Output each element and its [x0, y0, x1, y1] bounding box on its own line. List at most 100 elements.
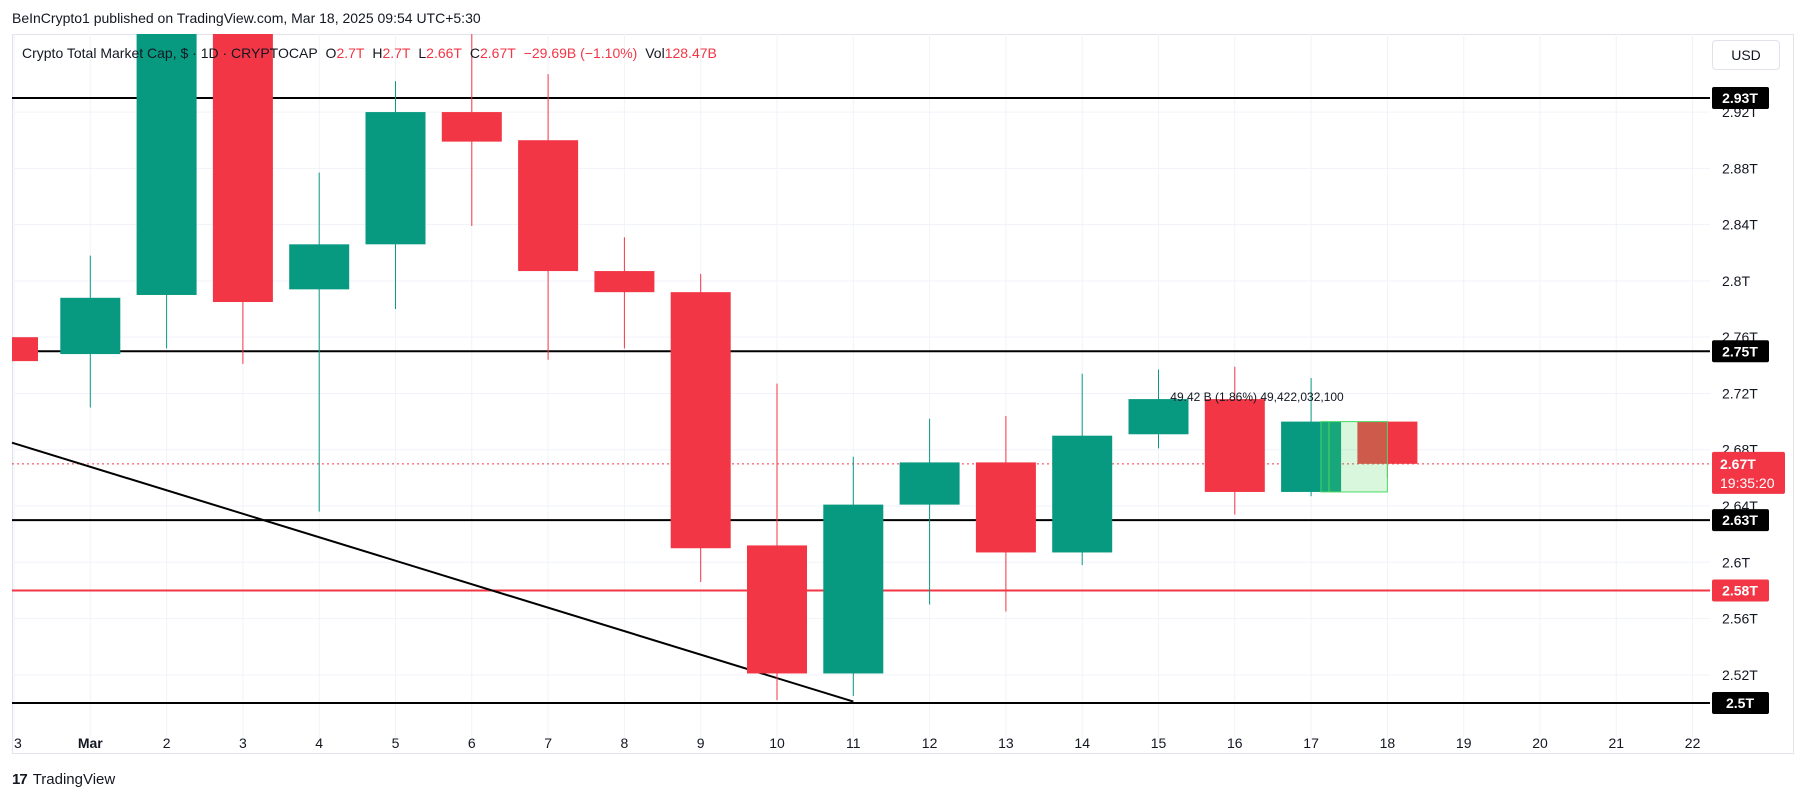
x-tick-label: 7: [544, 735, 552, 751]
close-value: 2.67T: [480, 45, 516, 61]
open-value: 2.7T: [336, 45, 365, 61]
candle[interactable]: [594, 237, 655, 349]
x-tick-label: 12: [922, 735, 938, 751]
candle[interactable]: [975, 415, 1036, 612]
candle-body: [12, 337, 38, 362]
x-tick-label: 19: [1456, 735, 1472, 751]
level-badge: 2.63T: [1712, 509, 1769, 532]
x-tick-label: 13: [998, 735, 1014, 751]
last-price-value: 2.67T: [1720, 456, 1756, 472]
candle-body: [60, 297, 121, 355]
low-value: 2.66T: [426, 45, 462, 61]
candle-body: [823, 504, 884, 674]
x-tick-label: 17: [1303, 735, 1319, 751]
candle-body: [1204, 399, 1265, 492]
candle[interactable]: [1052, 373, 1113, 566]
candle[interactable]: [1204, 366, 1265, 515]
candle[interactable]: [1281, 377, 1342, 497]
candle-body: [1128, 399, 1189, 435]
volume-label: Vol: [645, 45, 665, 61]
candle-body: [594, 271, 655, 293]
candle[interactable]: [136, 34, 197, 349]
tradingview-logo-icon: 17: [12, 771, 28, 788]
candle[interactable]: [289, 172, 350, 512]
candle[interactable]: [1128, 369, 1189, 449]
candle[interactable]: [670, 273, 731, 582]
tradingview-brand: TradingView: [32, 771, 116, 788]
symbol-title: Crypto Total Market Cap, $ · 1D · CRYPTO…: [22, 45, 318, 61]
candle[interactable]: [823, 456, 884, 696]
candle-body: [212, 34, 273, 303]
candle-body: [747, 545, 807, 674]
level-badge-bg: [1712, 692, 1769, 714]
low-label: L: [418, 45, 427, 61]
x-tick-label: 20: [1532, 735, 1548, 751]
x-tick-label: 3: [14, 735, 22, 751]
publisher-line: BeInCrypto1 published on TradingView.com…: [12, 10, 481, 26]
level-badge: 2.75T: [1712, 340, 1769, 363]
x-tick-label: 2: [163, 735, 171, 751]
level-badge-bg: [1712, 87, 1769, 109]
x-tick-label: 4: [315, 735, 323, 751]
last-price-badge-bg: [1712, 451, 1785, 494]
change-value: −29.69B (−1.10%): [523, 45, 638, 61]
high-label: H: [372, 45, 383, 61]
candle-body: [289, 244, 350, 290]
close-label: C: [469, 45, 480, 61]
x-tick-label: 15: [1151, 735, 1167, 751]
candle[interactable]: [60, 255, 121, 408]
candle[interactable]: [899, 418, 960, 605]
measure-box: [1320, 421, 1388, 493]
chart-frame: [12, 34, 1794, 754]
candle[interactable]: [212, 34, 273, 364]
x-tick-label: 11: [846, 735, 861, 751]
last-price-badge: 2.67T 19:35:20: [1712, 451, 1785, 494]
level-badge-text: 2.5T: [1726, 695, 1754, 711]
level-badge-text: 2.58T: [1722, 582, 1758, 598]
time-axis: 3 Mar 2 3 4 5 6 7 8 9 10 11 12 13 14 15 16 17 18 19 20 21 22: [14, 735, 1701, 751]
level-badge-text: 2.75T: [1722, 343, 1758, 359]
x-tick-label: 8: [621, 735, 629, 751]
volume-value: 128.47B: [664, 45, 717, 61]
candle[interactable]: [747, 383, 807, 701]
tradingview-logo[interactable]: 17 TradingView: [12, 771, 115, 788]
candle-body: [670, 292, 731, 549]
candle-body: [1281, 421, 1342, 492]
x-tick-label: 16: [1227, 735, 1243, 751]
x-tick-label: Mar: [78, 735, 103, 751]
candle-body: [975, 462, 1036, 553]
candle[interactable]: [518, 74, 579, 360]
level-badge: 2.58T: [1712, 579, 1769, 602]
last-price-countdown: 19:35:20: [1720, 475, 1775, 491]
candle-body: [365, 112, 426, 245]
y-tick-label: 2.72T: [1722, 385, 1758, 401]
x-tick-label: 21: [1609, 735, 1625, 751]
chart-legend: Crypto Total Market Cap, $ · 1D · CRYPTO…: [22, 45, 721, 61]
x-tick-label: 5: [392, 735, 400, 751]
y-tick-label: 2.88T: [1722, 160, 1758, 176]
measure-label: 49.42 B (1.86%) 49,422,032,100: [1170, 390, 1344, 404]
candle-body: [441, 112, 502, 142]
x-tick-label: 9: [697, 735, 705, 751]
x-tick-label: 3: [239, 735, 247, 751]
y-tick-label: 2.56T: [1722, 611, 1758, 627]
high-value: 2.7T: [382, 45, 411, 61]
y-tick-label: 2.84T: [1722, 217, 1758, 233]
x-tick-label: 6: [468, 735, 476, 751]
measure-tool: 49.42 B (1.86%) 49,422,032,100: [1170, 390, 1388, 493]
candle-body: [899, 462, 960, 505]
x-tick-label: 22: [1685, 735, 1701, 751]
level-badge: 2.93T: [1712, 87, 1769, 109]
trendline-segment: [11, 441, 854, 703]
y-tick-label: 2.6T: [1722, 554, 1750, 570]
x-tick-label: 14: [1074, 735, 1090, 751]
x-tick-label: 10: [769, 735, 785, 751]
open-label: O: [325, 45, 337, 61]
candle[interactable]: [12, 337, 38, 362]
candle[interactable]: [365, 81, 426, 310]
candle[interactable]: [441, 34, 502, 227]
currency-button[interactable]: USD: [1712, 40, 1780, 70]
candle-body: [136, 34, 197, 295]
trendline: [11, 441, 854, 703]
